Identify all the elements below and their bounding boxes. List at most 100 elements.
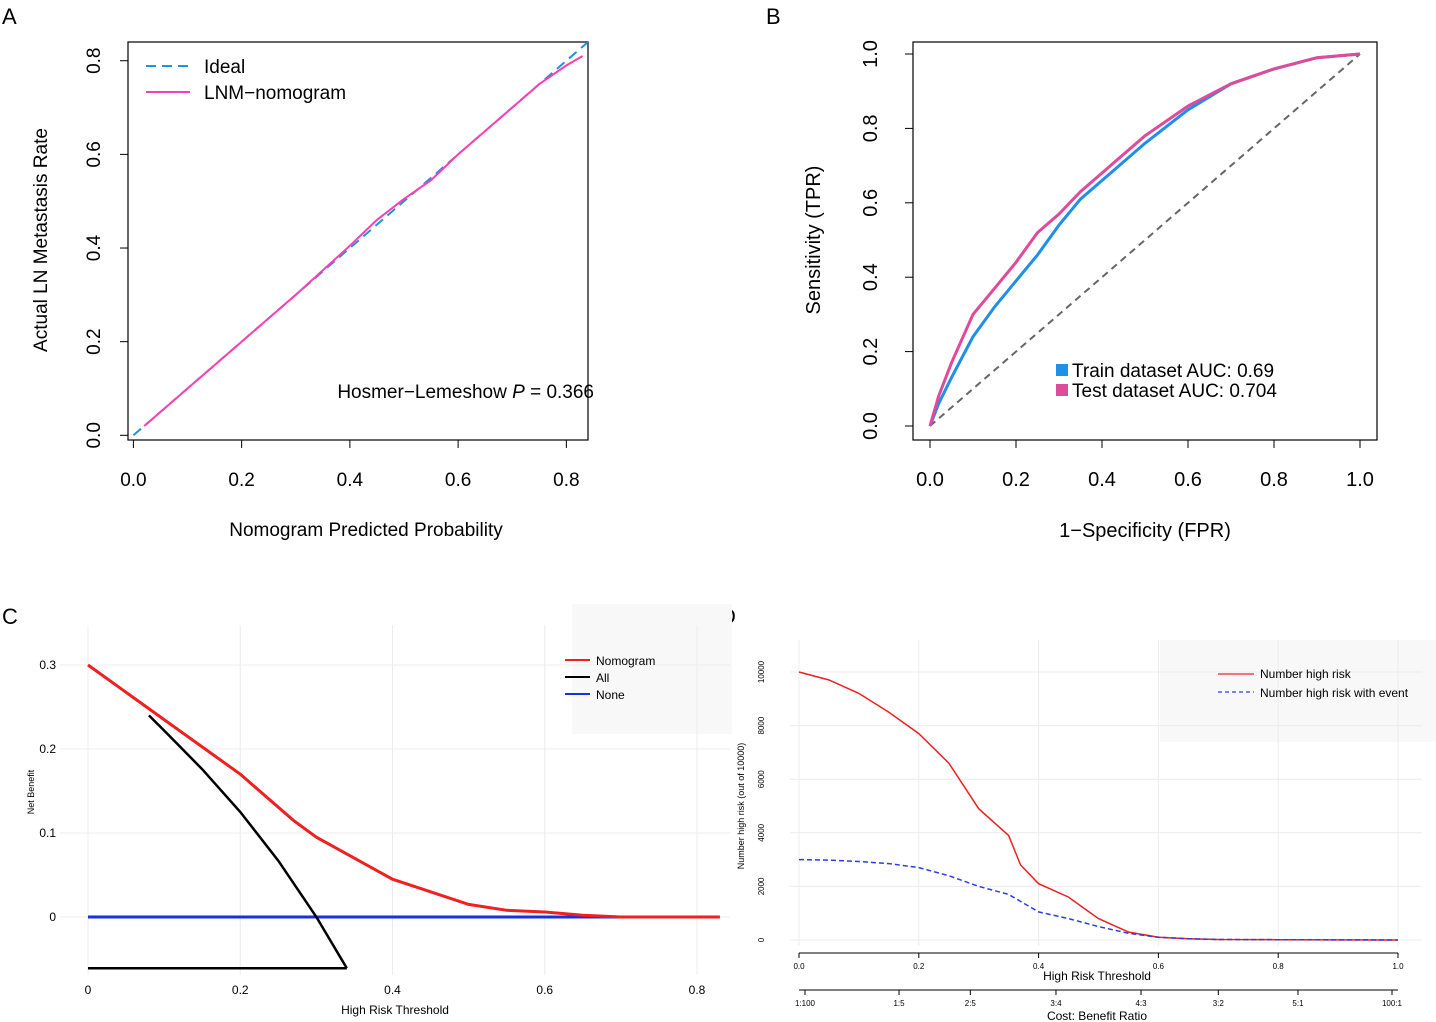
cost-benefit-tick-label: 100:1 bbox=[1382, 999, 1403, 1008]
y-tick-label-d: 2000 bbox=[757, 877, 766, 895]
x-tick-label-a: 0.6 bbox=[445, 470, 471, 491]
y-tick-label-c: 0.2 bbox=[39, 742, 56, 756]
legend-a: Ideal LNM−nomogram bbox=[146, 57, 346, 104]
hosmer-lemeshow-annotation: Hosmer−Lemeshow P = 0.366 bbox=[337, 382, 594, 403]
legend-label-nomogram: Nomogram bbox=[596, 654, 655, 668]
x-tick-label-b: 0.0 bbox=[916, 469, 944, 491]
nomogram-line bbox=[87, 663, 720, 919]
x-axis-label-b: 1−Specificity (FPR) bbox=[1059, 520, 1231, 542]
x-axis-label-c: High Risk Threshold bbox=[341, 1003, 449, 1017]
panel-letter-b: B bbox=[766, 4, 781, 29]
y-tick-label-c: 0 bbox=[49, 910, 56, 924]
y-tick-label-c: 0.1 bbox=[39, 826, 56, 840]
x-tick-label-c: 0.6 bbox=[536, 983, 553, 997]
axis-ticks-b: 0.0 0.2 0.4 0.6 0.8 1.0 0.0 0.2 0.4 0.6 0.8 1.0 bbox=[860, 40, 1374, 491]
cost-benefit-tick-label: 1:5 bbox=[893, 999, 905, 1008]
y-tick-label-a: 0.8 bbox=[84, 48, 105, 74]
x-tick-label-b: 1.0 bbox=[1346, 469, 1374, 491]
y-axis-label-b: Sensitivity (TPR) bbox=[803, 166, 825, 315]
panel-letter-c: C bbox=[2, 604, 18, 629]
cost-benefit-tick-label: 3:4 bbox=[1050, 999, 1062, 1008]
x-tick-label-a: 0.8 bbox=[553, 470, 579, 491]
y-tick-label-b: 0.4 bbox=[860, 263, 882, 291]
y-tick-label-d: 6000 bbox=[757, 770, 766, 788]
legend-label-number-high-risk-with-event: Number high risk with event bbox=[1260, 686, 1409, 700]
x-tick-label-d: 0.0 bbox=[793, 962, 805, 971]
legend-swatch-test bbox=[1056, 384, 1068, 396]
axis-ticks-a: 0.0 0.2 0.4 0.6 0.8 0.0 0.2 0.4 0.6 0.8 bbox=[84, 48, 580, 491]
legend-label-lnm-nomogram: LNM−nomogram bbox=[204, 83, 346, 104]
y-tick-label-a: 0.2 bbox=[84, 328, 105, 354]
y-axis-label-d: Number high risk (out of 10000) bbox=[736, 743, 746, 870]
axis-ticks-d: 0.0 0.2 0.4 0.6 0.8 1.0 0 2000 4000 6000 8000 10000 bbox=[757, 660, 1404, 971]
cost-benefit-axis-label: Cost: Benefit Ratio bbox=[1047, 1009, 1147, 1022]
plot-frame-b bbox=[912, 41, 1378, 441]
legend-swatch-train bbox=[1056, 364, 1068, 376]
y-axis-label-c: Net Benefit bbox=[26, 769, 36, 814]
x-axis-label-a: Nomogram Predicted Probability bbox=[229, 520, 503, 541]
x-tick-label-c: 0 bbox=[85, 983, 92, 997]
all-line bbox=[148, 714, 348, 969]
calibration-plot: 0.0 0.2 0.4 0.6 0.8 0.0 0.2 0.4 0.6 0.8 Ideal LNM… bbox=[31, 41, 594, 541]
x-tick-label-b: 0.6 bbox=[1174, 469, 1202, 491]
cost-benefit-tick-label: 2:5 bbox=[965, 999, 977, 1008]
y-tick-label-b: 0.6 bbox=[860, 189, 882, 217]
y-tick-label-b: 0.0 bbox=[860, 412, 882, 440]
y-tick-label-a: 0.4 bbox=[84, 234, 105, 261]
legend-label-none: None bbox=[596, 688, 625, 702]
y-tick-label-d: 4000 bbox=[757, 823, 766, 841]
x-tick-label-a: 0.0 bbox=[120, 470, 146, 491]
test-roc-curve bbox=[928, 52, 1361, 427]
x-tick-label-a: 0.4 bbox=[337, 470, 364, 491]
legend-background-c bbox=[572, 604, 732, 734]
y-tick-label-a: 0.0 bbox=[84, 422, 105, 448]
legend-d: Number high risk Number high risk with e… bbox=[1218, 667, 1409, 700]
y-tick-label-c: 0.3 bbox=[39, 658, 56, 672]
clinical-impact-plot: 0.0 0.2 0.4 0.6 0.8 1.0 0 2000 4000 6000 8000 10000… bbox=[736, 640, 1436, 1022]
x-tick-label-b: 0.4 bbox=[1088, 469, 1116, 491]
x-tick-label-d: 0.4 bbox=[1033, 962, 1045, 971]
x-tick-label-c: 0.4 bbox=[384, 983, 401, 997]
number-high-risk-with-event-line bbox=[798, 858, 1399, 941]
y-tick-label-b: 0.8 bbox=[860, 114, 882, 142]
y-axis-label-a: Actual LN Metastasis Rate bbox=[31, 128, 52, 352]
legend-label-number-high-risk: Number high risk bbox=[1260, 667, 1352, 681]
legend-b: Train dataset AUC: 0.69 Test dataset AUC… bbox=[1056, 361, 1277, 402]
lnm-nomogram-line bbox=[143, 55, 584, 427]
cost-benefit-tick-label: 4:3 bbox=[1135, 999, 1147, 1008]
legend-label-all: All bbox=[596, 671, 609, 685]
legend-label-test: Test dataset AUC: 0.704 bbox=[1072, 381, 1277, 402]
x-tick-label-b: 0.8 bbox=[1260, 469, 1288, 491]
y-tick-label-b: 0.2 bbox=[860, 338, 882, 366]
cost-benefit-axis: 1:100 1:5 2:5 3:4 4:3 3:2 5:1 100:1 bbox=[795, 989, 1403, 1008]
grid-d bbox=[790, 640, 1422, 946]
x-tick-label-a: 0.2 bbox=[228, 470, 254, 491]
x-tick-label-d: 0.2 bbox=[913, 962, 925, 971]
y-tick-label-b: 1.0 bbox=[860, 40, 882, 68]
x-tick-label-d: 1.0 bbox=[1392, 962, 1404, 971]
x-tick-label-c: 0.8 bbox=[689, 983, 706, 997]
cost-benefit-tick-label: 5:1 bbox=[1292, 999, 1304, 1008]
cost-benefit-tick-label: 3:2 bbox=[1213, 999, 1225, 1008]
decision-curve-plot: 0 0.2 0.4 0.6 0.8 0 0.1 0.2 0.3 Nomogram All Non… bbox=[26, 604, 732, 1017]
x-tick-label-b: 0.2 bbox=[1002, 469, 1030, 491]
x-axis-label-d: High Risk Threshold bbox=[1043, 969, 1151, 983]
number-high-risk-line bbox=[798, 671, 1399, 941]
axis-ticks-c: 0 0.2 0.4 0.6 0.8 0 0.1 0.2 0.3 bbox=[39, 658, 705, 997]
roc-plot: 0.0 0.2 0.4 0.6 0.8 1.0 0.0 0.2 0.4 0.6 0.8 1.0 Tra… bbox=[803, 40, 1378, 542]
x-tick-label-c: 0.2 bbox=[232, 983, 249, 997]
legend-label-train: Train dataset AUC: 0.69 bbox=[1072, 361, 1274, 382]
y-tick-label-d: 8000 bbox=[757, 716, 766, 734]
y-tick-label-a: 0.6 bbox=[84, 141, 105, 167]
x-tick-label-d: 0.8 bbox=[1273, 962, 1285, 971]
y-tick-label-d: 10000 bbox=[757, 660, 766, 683]
x-tick-label-d: 0.6 bbox=[1153, 962, 1165, 971]
legend-c: Nomogram All None bbox=[565, 654, 655, 702]
y-tick-label-d: 0 bbox=[757, 937, 766, 942]
panel-letter-a: A bbox=[2, 4, 17, 29]
plot-frame-a bbox=[127, 41, 589, 441]
reference-diagonal bbox=[929, 53, 1361, 427]
legend-background-d bbox=[1160, 640, 1436, 742]
legend-label-ideal: Ideal bbox=[204, 57, 245, 78]
